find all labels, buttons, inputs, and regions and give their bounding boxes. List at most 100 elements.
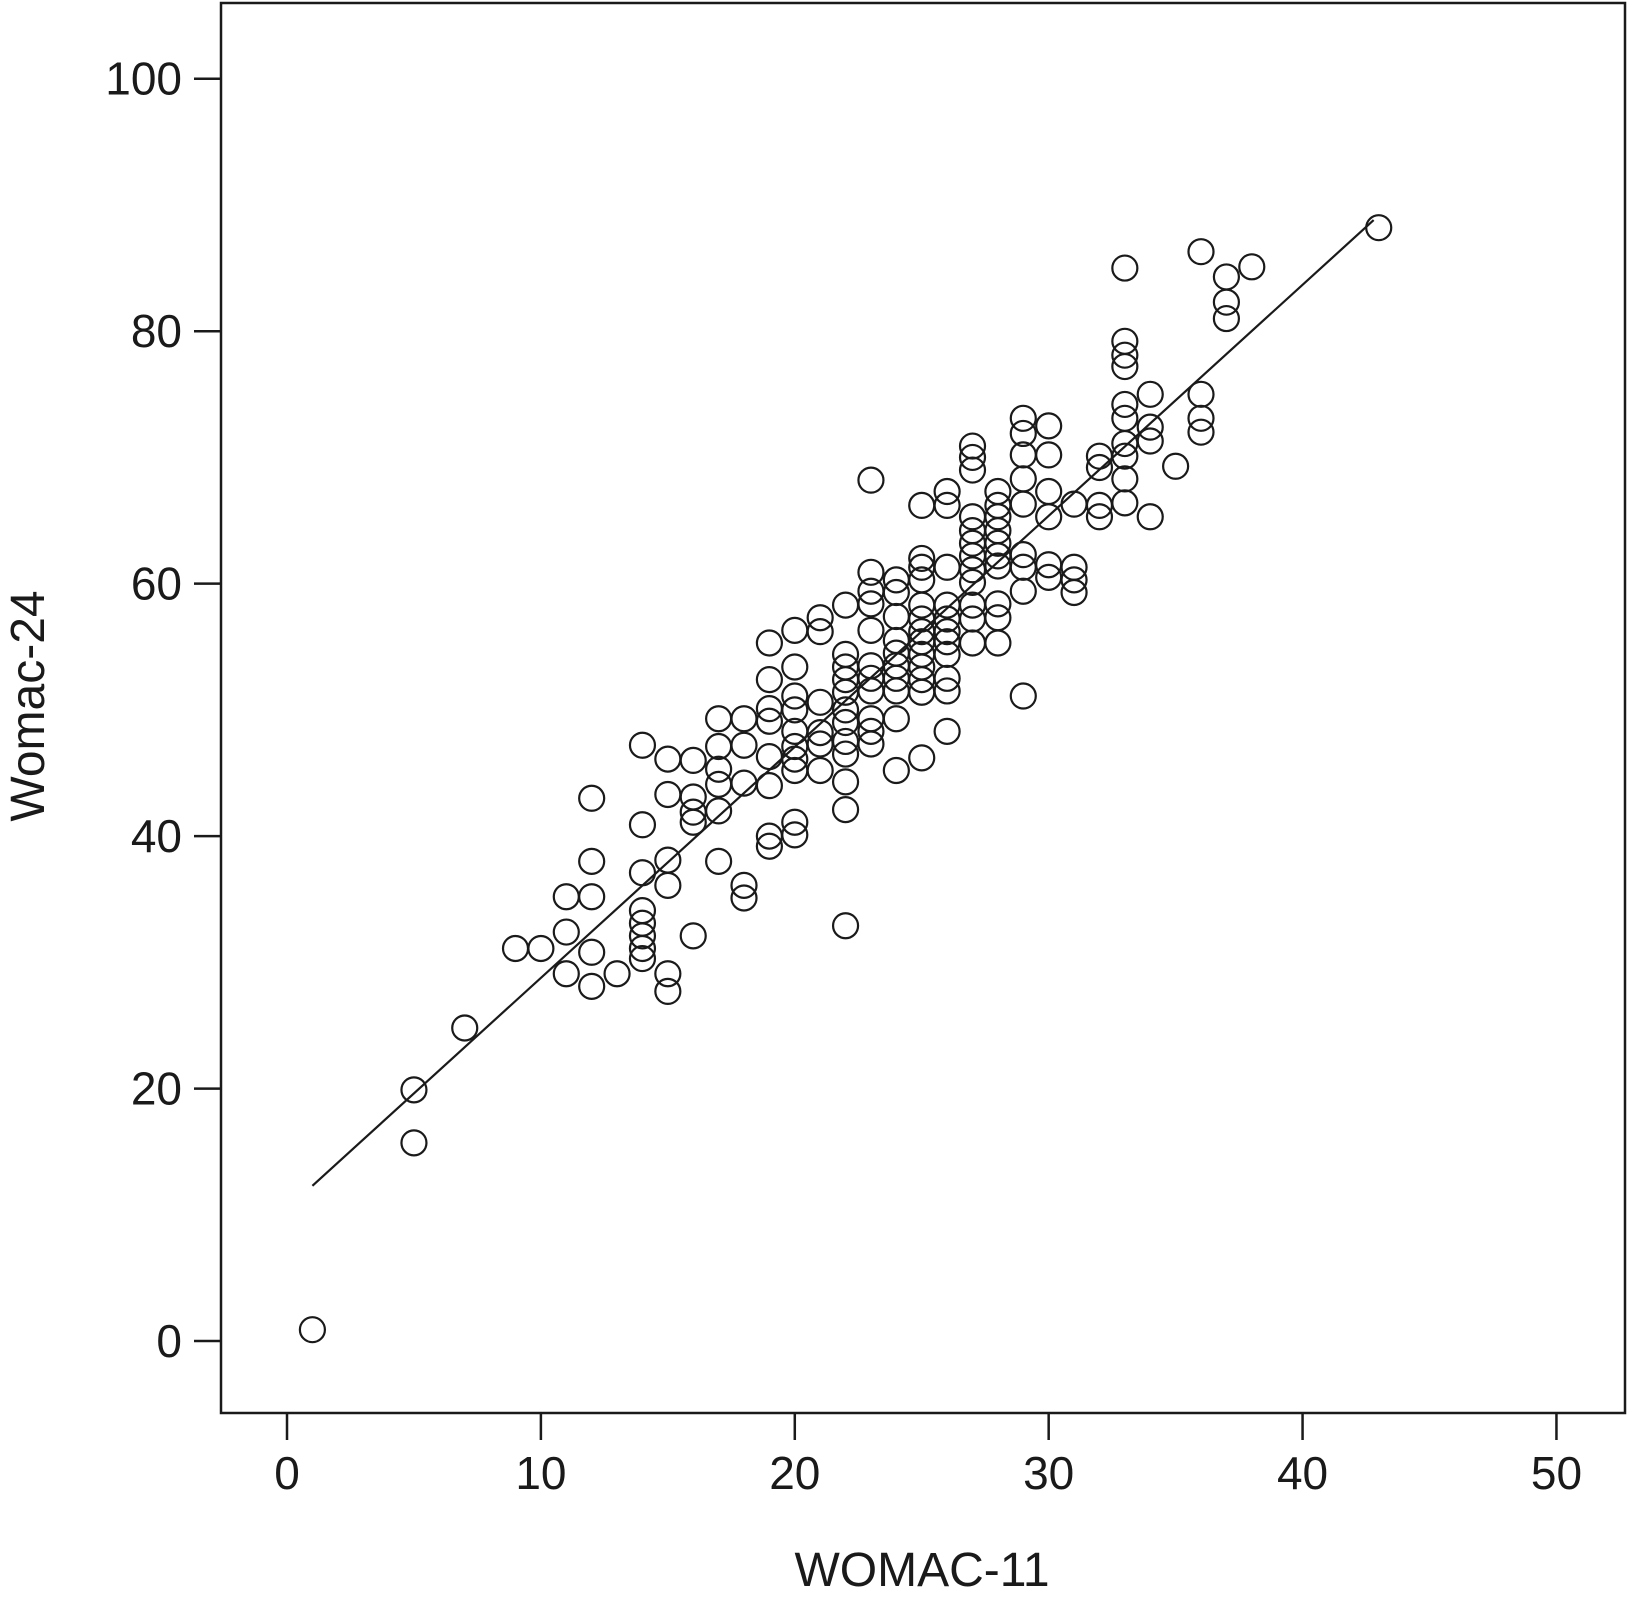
x-axis: 0 10 20 30 40 50 xyxy=(274,1413,1582,1499)
data-point xyxy=(628,934,657,963)
data-point xyxy=(933,664,961,692)
x-tick-label: 40 xyxy=(1277,1447,1328,1499)
data-point xyxy=(1162,452,1190,480)
x-tick-label: 50 xyxy=(1531,1447,1582,1499)
y-tick-label: 20 xyxy=(131,1063,182,1115)
y-tick-label: 40 xyxy=(131,810,182,862)
data-point xyxy=(831,796,860,824)
data-point xyxy=(984,590,1012,618)
data-point xyxy=(933,491,961,519)
data-point xyxy=(1365,214,1393,242)
data-point xyxy=(705,797,733,825)
data-point xyxy=(1136,503,1164,531)
data-point xyxy=(781,653,809,681)
data-point xyxy=(578,938,606,966)
data-point xyxy=(781,808,809,836)
x-axis-title: WOMAC-11 xyxy=(794,1544,1049,1597)
data-point xyxy=(755,665,783,694)
data-point xyxy=(806,618,834,646)
y-tick-label: 100 xyxy=(105,53,182,105)
data-point xyxy=(882,756,910,785)
data-point xyxy=(755,629,783,657)
data-point xyxy=(628,922,657,950)
data-point xyxy=(1111,254,1139,282)
data-point xyxy=(552,960,580,988)
data-point xyxy=(908,544,936,573)
x-tick-label: 0 xyxy=(274,1447,300,1499)
data-point xyxy=(1111,390,1139,419)
data-point xyxy=(1111,341,1139,369)
data-point xyxy=(730,731,758,759)
data-point xyxy=(958,443,987,472)
data-point xyxy=(552,918,580,946)
data-point xyxy=(1187,238,1215,266)
data-point xyxy=(1111,489,1139,517)
data-point xyxy=(679,808,707,836)
data-point xyxy=(705,847,733,875)
data-point xyxy=(958,456,987,484)
data-point xyxy=(1111,352,1139,381)
x-tick-label: 30 xyxy=(1023,1447,1074,1499)
data-point xyxy=(628,811,657,839)
data-point xyxy=(831,768,860,796)
data-point xyxy=(654,871,682,899)
data-point xyxy=(730,871,758,899)
data-point xyxy=(628,944,657,973)
data-point xyxy=(603,960,631,988)
y-tick-label: 60 xyxy=(131,558,182,610)
data-point xyxy=(831,912,860,940)
data-point xyxy=(1212,288,1240,316)
data-point xyxy=(654,977,682,1005)
x-tick-label: 20 xyxy=(769,1447,820,1499)
data-point xyxy=(1060,578,1088,607)
data-point xyxy=(578,847,606,875)
fit-line-layer xyxy=(311,219,1375,1187)
data-point xyxy=(1111,442,1139,470)
data-point xyxy=(679,746,707,774)
data-point xyxy=(781,745,809,773)
data-point xyxy=(984,629,1012,657)
data-points-layer xyxy=(298,214,1393,1344)
data-point xyxy=(755,832,783,860)
data-point xyxy=(1009,541,1037,569)
data-point xyxy=(628,859,657,887)
data-point xyxy=(298,1316,326,1344)
data-point xyxy=(527,934,555,963)
data-point xyxy=(806,756,834,785)
data-point xyxy=(1238,253,1266,281)
data-point xyxy=(857,616,885,644)
data-point xyxy=(578,784,606,812)
data-point xyxy=(933,717,961,745)
data-point xyxy=(857,558,885,586)
data-point xyxy=(578,972,606,1000)
data-point xyxy=(1085,503,1114,531)
y-tick-label: 80 xyxy=(131,305,182,357)
y-axis-title: Womac-24 xyxy=(2,590,55,821)
data-point xyxy=(831,740,860,768)
regression-line xyxy=(311,219,1375,1187)
data-point xyxy=(679,922,707,950)
data-point xyxy=(857,717,885,745)
y-axis: 0 20 40 60 80 100 xyxy=(105,53,221,1367)
data-point xyxy=(831,696,860,724)
data-point xyxy=(400,1076,428,1104)
data-point xyxy=(908,744,936,772)
data-point xyxy=(654,960,682,988)
data-point xyxy=(1009,490,1037,518)
data-point xyxy=(1009,577,1037,605)
data-point xyxy=(755,772,783,800)
data-point xyxy=(730,884,758,912)
data-point xyxy=(400,1129,428,1157)
data-point xyxy=(1187,418,1215,446)
data-point xyxy=(958,568,987,597)
data-point xyxy=(1085,453,1114,482)
data-point xyxy=(984,529,1012,557)
data-point xyxy=(1136,427,1164,455)
data-point xyxy=(705,755,733,783)
data-point xyxy=(857,590,885,618)
y-tick-label: 0 xyxy=(156,1315,182,1367)
data-point xyxy=(781,696,809,724)
data-point xyxy=(806,688,834,716)
data-point xyxy=(806,719,834,747)
